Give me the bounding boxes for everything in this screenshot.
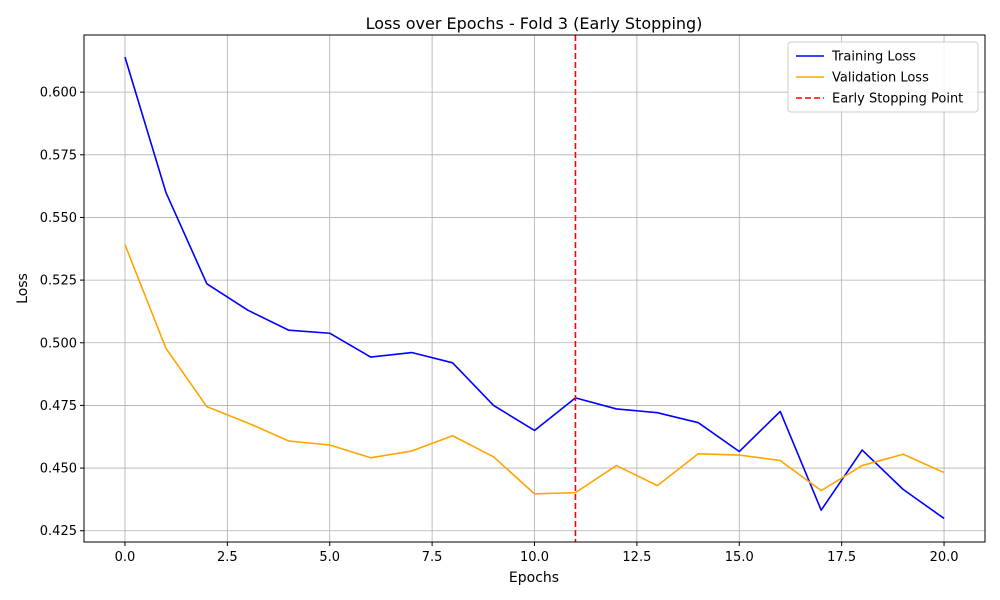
x-tick-label: 12.5 [622, 550, 651, 565]
legend-label: Early Stopping Point [832, 92, 963, 107]
legend-label: Validation Loss [832, 71, 929, 86]
y-tick-label: 0.550 [40, 211, 77, 226]
x-tick-label: 17.5 [827, 550, 856, 565]
x-axis-ticks: 0.0 2.5 5.0 7.5 10.0 12.5 15.0 17.5 20.0 [115, 542, 959, 565]
y-tick-label: 0.450 [40, 462, 77, 477]
series-line-training-loss [124, 56, 945, 520]
y-axis-label: Loss [15, 273, 31, 304]
legend-box [787, 41, 979, 113]
x-tick-label: 0.0 [115, 550, 136, 565]
y-tick-label: 0.500 [40, 336, 77, 351]
y-tick-label: 0.600 [40, 86, 77, 101]
x-axis-label: Epochs [509, 570, 559, 586]
grid [84, 35, 985, 542]
y-tick-label: 0.425 [40, 524, 77, 539]
y-tick-label: 0.575 [40, 148, 77, 163]
x-tick-label: 20.0 [930, 550, 959, 565]
x-tick-label: 15.0 [725, 550, 754, 565]
x-tick-label: 2.5 [217, 550, 238, 565]
chart-title: Loss over Epochs - Fold 3 (Early Stoppin… [366, 14, 703, 33]
series-lines [124, 35, 945, 542]
x-tick-label: 5.0 [319, 550, 340, 565]
y-tick-label: 0.525 [40, 274, 77, 289]
x-tick-label: 7.5 [422, 550, 443, 565]
legend-label: Training Loss [831, 50, 916, 65]
x-tick-label: 10.0 [520, 550, 549, 565]
y-axis-ticks: 0.425 0.450 0.475 0.500 0.525 0.550 0.575 0.600 [40, 86, 84, 539]
y-tick-label: 0.475 [40, 399, 77, 414]
series-line-validation-loss [124, 244, 945, 495]
legend: Training Loss Validation Loss Early Stoppi… [787, 41, 979, 113]
